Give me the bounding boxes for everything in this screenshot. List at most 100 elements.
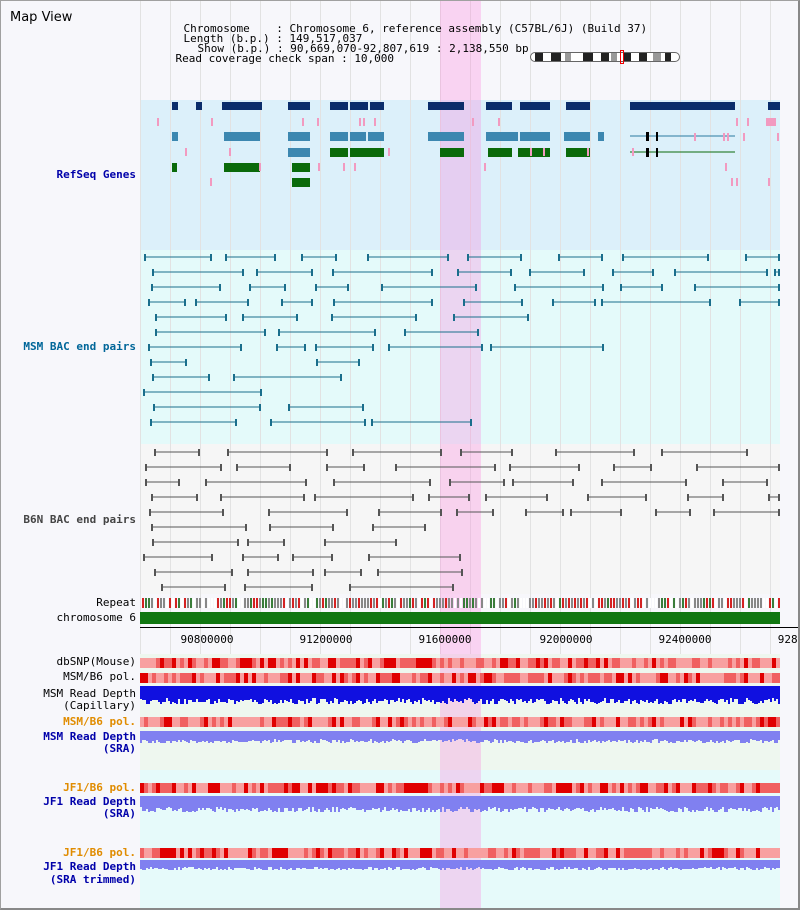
jf1-trim-depth-bar bbox=[260, 860, 262, 869]
msm-sra-depth-bar bbox=[628, 731, 630, 740]
jf1-sra-depth-bar bbox=[230, 796, 232, 809]
jf1-pol-cell bbox=[476, 783, 480, 793]
jf1-trim-depth-bar bbox=[606, 860, 608, 870]
msm-pol-cell bbox=[580, 673, 584, 683]
jf1-sra-depth-bar bbox=[522, 796, 524, 809]
msm-pol-sra-cell bbox=[492, 717, 496, 727]
jf1-pol-cell bbox=[616, 783, 620, 793]
jf1-sra-depth-bar bbox=[274, 796, 276, 811]
jf1-sra-depth-bar bbox=[140, 796, 142, 807]
msm-pol-cell bbox=[280, 673, 284, 683]
chromosome-ideogram[interactable] bbox=[530, 52, 680, 62]
msm-sra-depth-bar bbox=[324, 731, 326, 740]
msm-sra-depth-bar bbox=[498, 731, 500, 743]
axis-tick-label: 91200000 bbox=[299, 633, 353, 646]
repeat-element bbox=[154, 598, 156, 608]
jf1-pol-trim-cell bbox=[636, 848, 640, 858]
bac-end-marker bbox=[512, 479, 514, 486]
bac-end-marker bbox=[378, 509, 380, 516]
msm-pol-sra-cell bbox=[672, 717, 676, 727]
jf1-pol-cell bbox=[284, 783, 288, 793]
capillary-depth-bar bbox=[604, 686, 606, 698]
jf1-trim-depth-bar bbox=[650, 860, 652, 868]
bac-end-marker bbox=[274, 254, 276, 261]
msm-pol-sra-cell bbox=[324, 717, 328, 727]
jf1-pol-trim-cell bbox=[212, 848, 216, 858]
msm-sra-depth-bar bbox=[298, 731, 300, 740]
dbsnp-cell bbox=[636, 658, 640, 668]
msm-sra-depth-bar bbox=[454, 731, 456, 741]
jf1-sra-depth-bar bbox=[610, 796, 612, 809]
msm-pol-sra-cell bbox=[744, 717, 748, 727]
capillary-depth-bar bbox=[470, 686, 472, 699]
msm-pol-cell bbox=[656, 673, 660, 683]
msm-pol-cell bbox=[160, 673, 164, 683]
repeat-element bbox=[229, 598, 231, 608]
jf1-sra-depth-bar bbox=[162, 796, 164, 810]
gridline bbox=[290, 0, 291, 654]
bac-end-marker bbox=[395, 539, 397, 546]
jf1-trim-depth-bar bbox=[474, 860, 476, 869]
bac-end-marker bbox=[601, 299, 603, 306]
b6n-bac-track-label[interactable]: B6N BAC end pairs bbox=[23, 513, 136, 526]
jf1-pol-cell bbox=[408, 783, 412, 793]
jf1-trim-depth-bar bbox=[290, 860, 292, 868]
jf1-pol-trim-cell bbox=[644, 848, 648, 858]
jf1-trim-depth-bar bbox=[452, 860, 454, 869]
jf1-sra-depth-bar bbox=[210, 796, 212, 809]
gene-exon bbox=[288, 132, 310, 141]
small-feature bbox=[769, 118, 771, 126]
msm-sra-depth-bar bbox=[224, 731, 226, 741]
jf1-sra-depth-bar bbox=[212, 796, 214, 811]
bac-end-marker bbox=[153, 404, 155, 411]
msm-pol-sra-cell bbox=[684, 717, 688, 727]
capillary-depth-bar bbox=[350, 686, 352, 701]
msm-sra-depth-bar bbox=[326, 731, 328, 741]
bac-end-marker bbox=[259, 404, 261, 411]
msm-pol-cell bbox=[228, 673, 232, 683]
gene-exon bbox=[768, 102, 780, 110]
msm-sra-depth-bar bbox=[176, 731, 178, 742]
msm-pol-sra-cell bbox=[328, 717, 332, 727]
jf1-pol-trim-cell bbox=[504, 848, 508, 858]
capillary-depth-bar bbox=[768, 686, 770, 699]
msm-sra-depth-bar bbox=[440, 731, 442, 740]
bac-end-marker bbox=[326, 464, 328, 471]
capillary-depth-bar bbox=[766, 686, 768, 700]
jf1-sra-depth-bar bbox=[410, 796, 412, 812]
refseq-track-label[interactable]: RefSeq Genes bbox=[56, 168, 136, 181]
msm-depth-capillary-label: MSM Read Depth bbox=[43, 687, 136, 700]
msm-pol-sra-cell bbox=[484, 717, 488, 727]
jf1-pol-cell bbox=[156, 783, 160, 793]
repeat-element bbox=[214, 598, 216, 608]
jf1-sra-depth-bar bbox=[280, 796, 282, 812]
msm-pol-sra-cell bbox=[480, 717, 484, 727]
dbsnp-cell bbox=[740, 658, 744, 668]
jf1-pol-trim-cell bbox=[540, 848, 544, 858]
bac-end-marker bbox=[587, 494, 589, 501]
axis-tick-label: 90800000 bbox=[180, 633, 234, 646]
msm-pol-sra-cell bbox=[288, 717, 292, 727]
jf1-sra-depth-bar bbox=[558, 796, 560, 807]
dbsnp-cell bbox=[444, 658, 448, 668]
jf1-trim-depth-bar bbox=[306, 860, 308, 869]
msm-sra-depth-bar bbox=[218, 731, 220, 741]
msm-bac-track-label[interactable]: MSM BAC end pairs bbox=[23, 340, 136, 353]
repeat-element bbox=[760, 598, 762, 608]
msm-pol-cell bbox=[388, 673, 392, 683]
jf1-sra-depth-bar bbox=[308, 796, 310, 807]
msm-sra-depth-bar bbox=[462, 731, 464, 740]
jf1-sra-depth-bar bbox=[158, 796, 160, 808]
capillary-depth-bar bbox=[212, 686, 214, 704]
repeat-element bbox=[667, 598, 669, 608]
msm-sra-depth-bar bbox=[754, 731, 756, 740]
bac-end-marker bbox=[333, 479, 335, 486]
jf1-sra-depth-bar bbox=[252, 796, 254, 808]
capillary-depth-bar bbox=[394, 686, 396, 702]
jf1-trim-depth-bar bbox=[728, 860, 730, 868]
jf1-pol-trim-cell bbox=[296, 848, 300, 858]
jf1-trim-depth-bar bbox=[384, 860, 386, 868]
capillary-depth-bar bbox=[298, 686, 300, 700]
jf1-trim-depth-bar bbox=[554, 860, 556, 870]
